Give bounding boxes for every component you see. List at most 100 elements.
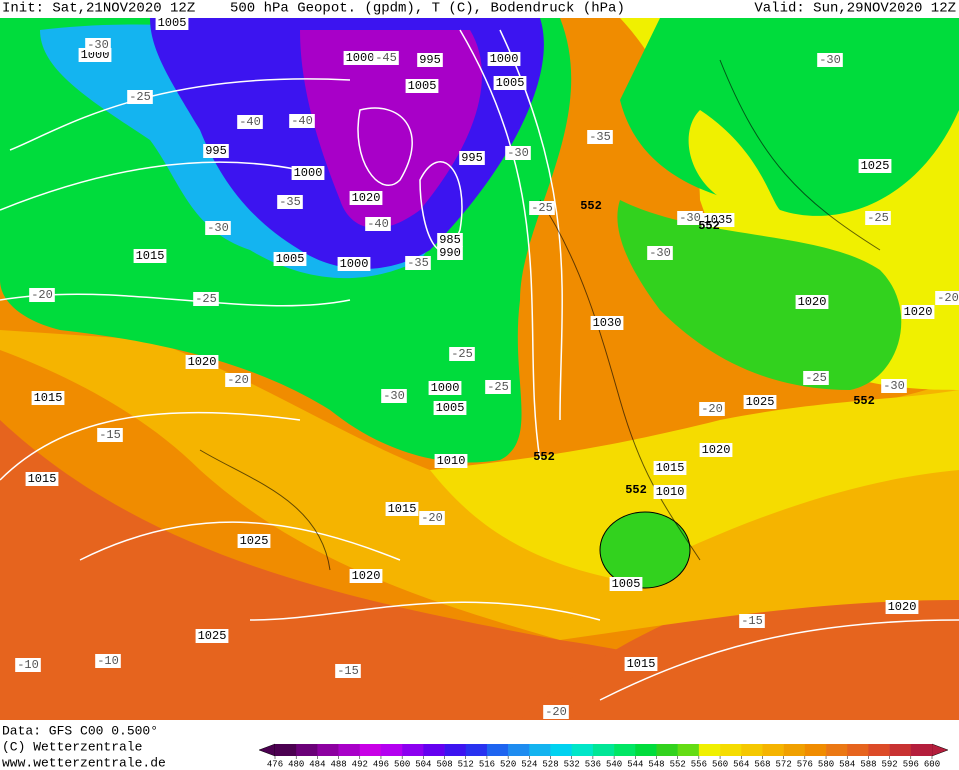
colorbar-label: 544 [627,759,643,769]
isobars-label-box [417,53,443,67]
temperature-label: -30 [819,53,841,67]
isobar-label: 1020 [702,443,731,457]
isobars-label-box [195,629,229,643]
isobars-label-box [459,151,485,165]
isobars-label-box [428,381,462,395]
temperature-label: -40 [367,217,389,231]
isobar-label: 995 [419,53,441,67]
isobar-label: 1025 [861,159,890,173]
isobar-label: 995 [461,151,483,165]
colorbar-label: 484 [309,759,325,769]
colorbar-swatch [783,744,806,756]
isobar-label: 1025 [240,534,269,548]
temperature-label: -15 [99,428,121,442]
isobars-label-box [885,600,919,614]
isobars-label-box [624,657,658,671]
colorbar-label: 596 [903,759,919,769]
temperature-label: -20 [545,705,567,719]
colorbar-label: 524 [521,759,537,769]
isobars-label-box [653,485,687,499]
colorbar-label: 536 [585,759,601,769]
colorbar-label: 504 [415,759,431,769]
isobars-label-box [901,305,935,319]
colorbar-swatch [508,744,530,756]
temperature-label: -35 [279,195,301,209]
colorbar-swatch [847,744,869,756]
colorbar-label: 560 [712,759,728,769]
zone [617,200,902,390]
isobar-label: 1010 [656,485,685,499]
temperatures-label-box [85,38,111,52]
isobar-label: 990 [439,246,461,260]
temperatures-label-box [405,256,431,270]
temperature-label: -30 [207,221,229,235]
colorbar-label: 584 [839,759,855,769]
isobars-label-box [437,233,463,247]
colorbar-swatch [571,744,594,756]
temperatures-label-box [15,658,41,672]
temperature-label: -20 [937,291,959,305]
isobars-label-box [349,191,383,205]
temperatures-label-box [543,705,569,719]
temperature-label: -20 [701,402,723,416]
isobars-label-box [405,79,439,93]
colorbar-swatch [423,744,445,756]
colorbar-swatch [868,744,890,756]
isobars-label-box [133,249,167,263]
colorbar-label: 492 [352,759,368,769]
colorbar-swatch [550,744,573,756]
isobars-label-box [493,76,527,90]
temperatures-label-box [485,380,511,394]
colorbar-swatch [698,744,721,756]
temperature-label: -25 [129,90,151,104]
colorbar-label: 488 [330,759,346,769]
isobars-label-box [385,502,419,516]
isobars-label-box [337,257,371,271]
isobar-label: 1005 [496,76,525,90]
temperature-label: -10 [17,658,39,672]
isobar-label: 1015 [28,472,57,486]
temperatures-label-box [381,389,407,403]
temperatures-label-box [817,53,843,67]
isobars-label-box [699,443,733,457]
isobars-label-box [590,316,624,330]
isobar-label: 1005 [436,401,465,415]
temperature-label: -10 [97,654,119,668]
isobar-label: 1000 [490,52,519,66]
map-labels: 1005 1000 1000 995 1000 1005 1005 995 995 1000 102… [15,16,959,719]
isobars-label-box [437,246,463,260]
coastlines [199,59,881,571]
colorbar-swatch [720,744,742,756]
colorbar-swatch [910,744,933,756]
colorbar-label: 552 [670,759,686,769]
temperature-label: -30 [679,211,701,225]
data-source: Data: GFS C00 0.500° [2,723,158,738]
colorbar-swatch [317,744,339,756]
isobar-label: 1035 [704,213,733,227]
colorbar-swatch [444,744,467,756]
colorbar-swatch [826,744,848,756]
temperature-label: -35 [589,130,611,144]
isobars-label-box [185,355,219,369]
colorbar-label: 580 [818,759,834,769]
colorbar-label: 476 [267,759,283,769]
temperature-label: -30 [383,389,405,403]
isobar-label: 1005 [158,16,187,30]
colorbar-label: 500 [394,759,410,769]
isobar-label: 1020 [352,191,381,205]
map [0,18,959,720]
temperature-label: -25 [195,292,217,306]
init-time: Init: Sat,21NOV2020 12Z [2,1,195,17]
temperature-label: -30 [87,38,109,52]
isobar-label: 1020 [352,569,381,583]
temperatures-label-box [529,201,555,215]
valid-time: Valid: Sun,29NOV2020 12Z [754,1,956,17]
colorbar-label: 592 [882,759,898,769]
temperatures-label-box [699,402,725,416]
isobar-lines [357,29,563,461]
isobars-label-box [433,401,467,415]
temperatures-label-box [205,221,231,235]
isobar-label: 1005 [276,252,305,266]
temperature-label: -30 [883,379,905,393]
